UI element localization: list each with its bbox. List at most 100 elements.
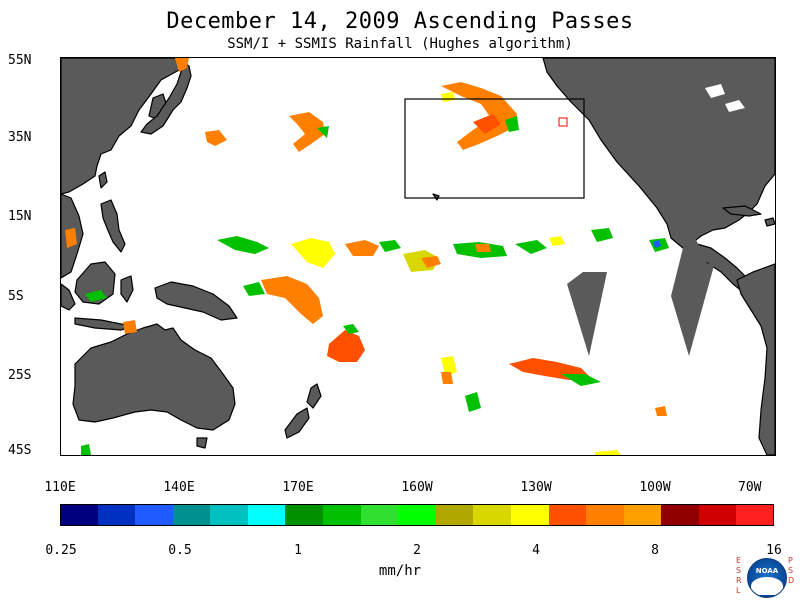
lake-2 [725,100,745,112]
rain-japan-small [205,130,227,146]
lon-label: 110E [44,480,76,495]
colorbar-swatch [511,504,549,526]
logo-text: NOAA [755,567,779,575]
logo-letter: R [736,576,742,585]
colorbar-swatch [473,504,511,526]
land-tasmania [196,437,208,449]
rain-ne-pacific-core [473,114,501,134]
colorbar-tick-label: 8 [651,543,659,558]
lakes [705,84,745,112]
land-north-america [542,58,775,249]
colorbar-svg [60,504,774,526]
colorbar-swatch [98,504,135,526]
rain-itcz-8 [475,244,491,252]
logo-letters-esrl: E S R L [736,556,744,596]
lon-label: 70W [738,480,762,495]
lat-label: 35N [8,130,32,145]
focus-box [404,98,585,199]
colorbar-swatch [135,504,173,526]
colorbar-swatch [173,504,210,526]
colorbar-swatch [248,504,285,526]
lon-label: 170E [282,480,314,495]
rain-spcz-1-edge [243,282,265,296]
land-masses [61,58,775,455]
land-new-guinea [154,281,238,321]
gull-icon [751,577,783,595]
rain-south-5 [561,374,601,386]
land-sulawesi [120,275,134,303]
rain-south-6 [655,406,667,416]
logo-letter: E [736,556,742,565]
colorbar-tick-label: 1 [294,543,302,558]
lake-1 [705,84,725,98]
lat-label: 55N [8,53,32,68]
rain-itcz-3 [345,240,379,256]
colorbar-tick-label: 0.5 [168,543,192,558]
rain-japan-east [289,112,325,152]
colorbar-tick-label: 0.25 [45,543,77,558]
rain-south-2 [441,372,453,384]
colorbar-tick-label: 16 [766,543,782,558]
rain-spcz-3 [65,228,77,248]
rain-south-3 [465,392,481,412]
colorbar-swatch [736,504,774,526]
logo-letter: D [788,576,795,585]
swath-gap-1 [567,272,607,356]
rain-fiji-edge [343,324,359,334]
colorbar-tick-label: 2 [413,543,421,558]
colorbar-swatch [624,504,661,526]
colorbar-swatch [549,504,586,526]
land-hispaniola [764,217,775,227]
rain-fiji [327,330,365,362]
colorbar-swatch [361,504,398,526]
rainfall-map [60,57,776,456]
colorbar-border [60,504,774,526]
logo-letter: S [788,566,794,575]
rain-kuril [175,58,189,72]
rain-itcz-13 [653,240,661,248]
lat-label: 15N [8,209,32,224]
rain-patches [65,58,669,455]
land-cuba [722,205,762,217]
lon-label: 100W [639,480,671,495]
colorbar-swatch [285,504,323,526]
rain-south-7 [595,450,621,455]
land-japan [140,61,192,135]
land-sumatra [61,283,76,311]
land-new-zealand [306,383,322,409]
rain-itcz-2 [291,238,335,268]
rain-itcz-1 [217,236,269,254]
land-south-america [736,263,775,455]
colorbar-swatch [436,504,473,526]
logo-letter: L [736,586,741,595]
lon-label: 130W [520,480,552,495]
map-title: December 14, 2009 Ascending Passes [166,9,634,34]
rain-japan-east-edge [317,126,329,138]
rain-itcz-11 [591,228,613,242]
rain-itcz-4 [379,240,401,252]
rain-itcz-9 [515,240,547,254]
colorbar-swatch [60,504,98,526]
focus-marker [558,117,568,127]
rain-ne-pacific-edge2 [441,92,455,102]
land-borneo [74,261,116,305]
lon-label: 140E [163,480,195,495]
colorbar-tick-label: 4 [532,543,540,558]
land-hawaii [432,193,440,201]
rain-spcz-2 [85,290,107,302]
colorbar-swatch [210,504,248,526]
noaa-emblem-icon: NOAA [747,558,787,598]
rain-australia-south [81,444,91,455]
colorbar-swatch [699,504,736,526]
map-svg [61,58,775,455]
lat-label: 45S [8,443,32,458]
rain-itcz-6 [421,256,441,268]
colorbar [60,504,774,526]
lat-label: 5S [8,289,24,304]
logo-letters-psd: P S D [788,556,796,586]
land-philippines [100,199,126,253]
land-asia [61,58,180,195]
logo-letter: S [736,566,742,575]
land-taiwan [98,171,108,189]
logo-letter: P [788,556,793,565]
